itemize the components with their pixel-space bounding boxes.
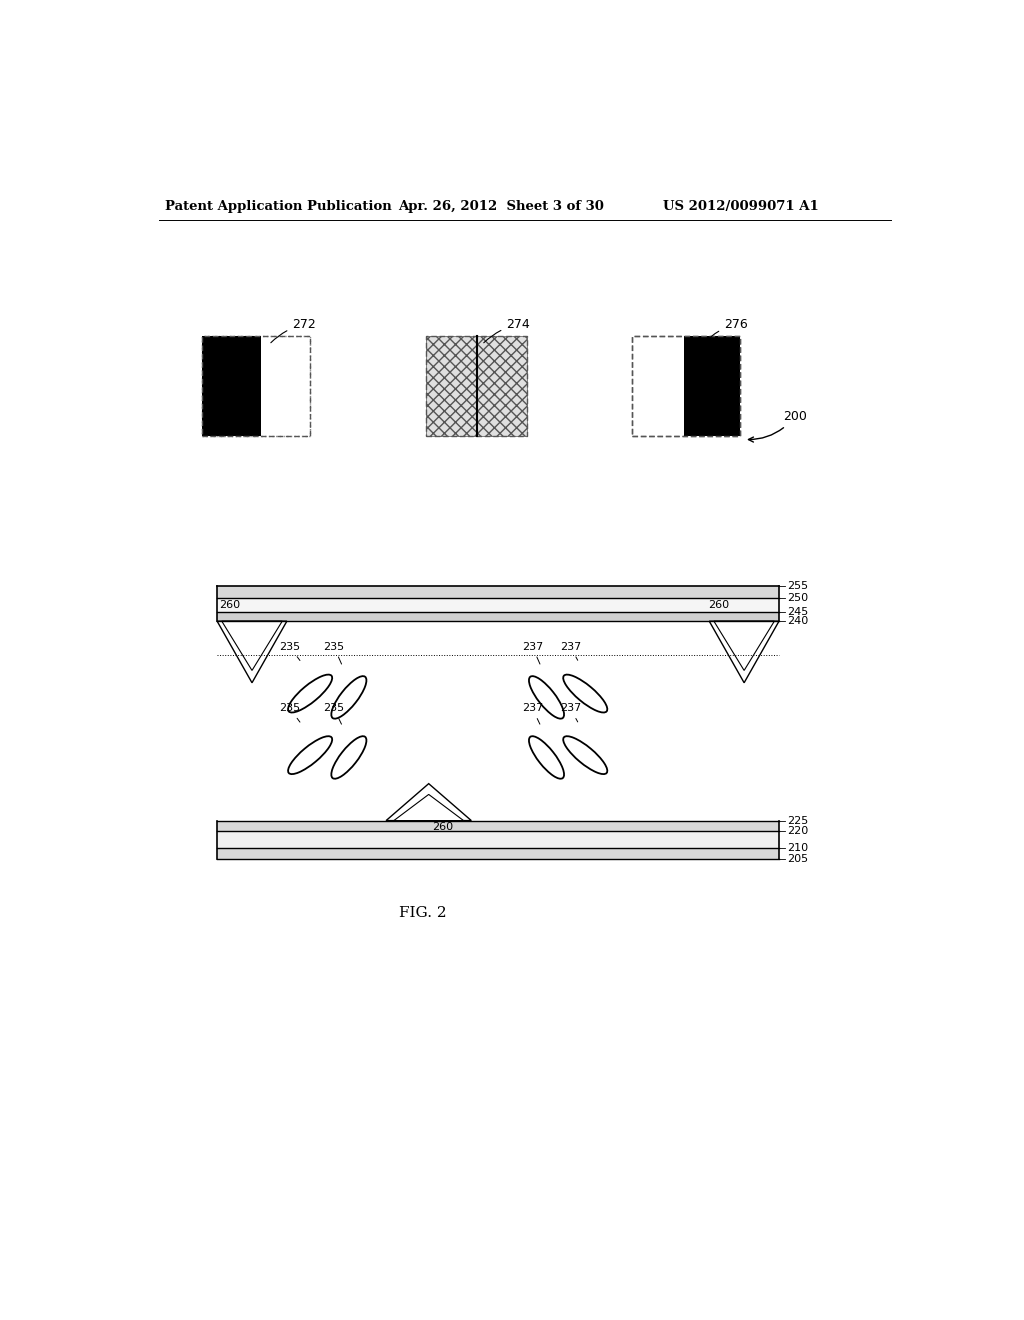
- Bar: [217, 832, 779, 849]
- Bar: [632, 335, 740, 436]
- Bar: [632, 335, 740, 436]
- Text: 235: 235: [324, 704, 344, 725]
- Text: 240: 240: [786, 616, 808, 626]
- Text: 272: 272: [270, 318, 315, 343]
- Text: Patent Application Publication: Patent Application Publication: [165, 199, 392, 213]
- Bar: [202, 335, 261, 436]
- Ellipse shape: [332, 676, 367, 718]
- Text: 237: 237: [560, 642, 581, 660]
- Bar: [202, 335, 310, 436]
- Ellipse shape: [332, 737, 367, 779]
- Bar: [217, 598, 779, 612]
- Text: 235: 235: [280, 704, 300, 722]
- Ellipse shape: [563, 675, 607, 713]
- Text: 235: 235: [324, 642, 344, 664]
- Polygon shape: [710, 622, 779, 682]
- Bar: [217, 849, 779, 859]
- Text: FIG. 2: FIG. 2: [398, 906, 446, 920]
- Text: 260: 260: [219, 601, 240, 610]
- Ellipse shape: [563, 737, 607, 774]
- Ellipse shape: [288, 737, 332, 774]
- Text: 260: 260: [708, 601, 729, 610]
- Polygon shape: [222, 622, 283, 671]
- Text: 255: 255: [786, 581, 808, 591]
- Text: 210: 210: [786, 843, 808, 853]
- Bar: [217, 612, 779, 622]
- Text: 205: 205: [786, 854, 808, 865]
- Bar: [202, 335, 310, 436]
- Text: 237: 237: [560, 704, 581, 722]
- Text: 200: 200: [749, 411, 807, 442]
- Polygon shape: [394, 795, 464, 821]
- Bar: [217, 586, 779, 598]
- Polygon shape: [714, 622, 774, 671]
- Text: 237: 237: [521, 642, 543, 664]
- Ellipse shape: [288, 675, 332, 713]
- Text: 250: 250: [786, 593, 808, 603]
- Bar: [426, 335, 527, 436]
- Bar: [684, 335, 740, 436]
- Ellipse shape: [529, 676, 564, 718]
- Text: 260: 260: [432, 822, 454, 832]
- Text: 225: 225: [786, 816, 808, 825]
- Text: US 2012/0099071 A1: US 2012/0099071 A1: [663, 199, 818, 213]
- Bar: [217, 821, 779, 832]
- Text: 235: 235: [280, 642, 300, 660]
- Bar: [426, 335, 527, 436]
- Text: 274: 274: [483, 318, 530, 343]
- Text: Apr. 26, 2012  Sheet 3 of 30: Apr. 26, 2012 Sheet 3 of 30: [397, 199, 603, 213]
- Text: 220: 220: [786, 826, 808, 837]
- Polygon shape: [386, 784, 471, 821]
- Text: 245: 245: [786, 607, 808, 616]
- Text: 237: 237: [521, 704, 543, 725]
- Polygon shape: [217, 622, 287, 682]
- Text: 276: 276: [705, 318, 748, 343]
- Ellipse shape: [529, 737, 564, 779]
